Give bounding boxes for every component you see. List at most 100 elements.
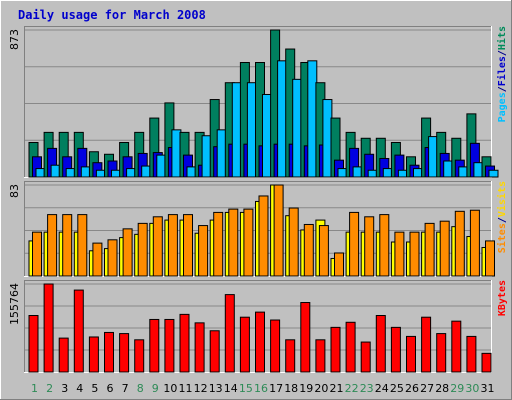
x-tick-label: 2 (46, 382, 53, 395)
bar-kbytes (360, 341, 371, 373)
bar-kbytes (390, 326, 401, 373)
bar-sites (77, 214, 88, 277)
x-tick-label: 31 (481, 382, 495, 395)
legend-entry: KBytes (497, 280, 508, 316)
bar-kbytes (466, 335, 477, 373)
bar-sites (122, 228, 133, 277)
bar-sites (47, 214, 58, 277)
bar-kbytes (149, 318, 160, 373)
bar-sites (379, 214, 390, 277)
bar-kbytes (58, 337, 69, 373)
x-tick-label: 22 (345, 382, 359, 395)
bar-kbytes (28, 315, 39, 373)
bar-kbytes (345, 321, 356, 373)
bar-sites (485, 240, 495, 277)
x-tick-label: 26 (405, 382, 419, 395)
x-tick-label: 25 (390, 382, 404, 395)
bar-sites (183, 214, 193, 277)
x-tick-label: 8 (137, 382, 144, 395)
bar-sites (243, 208, 254, 277)
x-tick-label: 24 (375, 382, 389, 395)
x-tick-label: 27 (420, 382, 434, 395)
bar-kbytes (209, 330, 220, 373)
bar-kbytes (481, 352, 492, 373)
bar-sites (424, 222, 435, 277)
bar-kbytes (406, 335, 416, 373)
bar-kbytes (436, 333, 447, 373)
legend-entry: Hits (496, 26, 508, 50)
x-tick-label: 10 (163, 382, 177, 395)
bar-kbytes (300, 302, 311, 373)
bar-sites (213, 211, 224, 277)
bar-kbytes (104, 331, 114, 373)
bar-kbytes (451, 320, 462, 373)
bar-sites (349, 211, 360, 277)
legend-entry: Files (496, 56, 508, 86)
x-tick-label: 3 (61, 382, 68, 395)
bar-sites (107, 239, 118, 277)
x-tick-label: 11 (179, 382, 193, 395)
bar-sites (394, 231, 405, 277)
legend-entry: Visits (496, 181, 508, 217)
bar-kbytes (134, 339, 145, 373)
x-tick-label: 17 (269, 382, 283, 395)
bar-kbytes (179, 313, 190, 373)
legend-entry: Sites (496, 223, 508, 253)
bar-pages (488, 169, 499, 178)
x-tick-label: 14 (224, 382, 238, 395)
panel-2: 83 Sites/Visits (8, 181, 508, 277)
bar-kbytes (88, 336, 99, 373)
legend: Pages/Files/Hits (496, 26, 508, 122)
bar-sites (364, 216, 375, 277)
x-tick-label: 16 (254, 382, 268, 395)
bar-sites (258, 195, 269, 277)
bar-sites (137, 222, 148, 277)
bar-sites (303, 223, 314, 277)
bar-sites (454, 210, 465, 277)
bar-sites (92, 242, 103, 277)
x-tick-label: 20 (314, 382, 328, 395)
x-tick-label: 28 (435, 382, 449, 395)
bar-sites (167, 214, 178, 277)
bar-kbytes (255, 311, 265, 373)
bar-sites (469, 209, 480, 277)
x-tick-label: 7 (122, 382, 129, 395)
bar-sites (62, 214, 73, 277)
bar-sites (273, 184, 284, 277)
bar-sites (318, 225, 329, 277)
x-tick-label: 21 (330, 382, 344, 395)
legend-entry: / (497, 50, 508, 56)
bar-kbytes (194, 322, 205, 373)
bar-sites (152, 216, 163, 277)
bar-kbytes (239, 316, 250, 373)
x-tick-label: 6 (107, 382, 114, 395)
x-tick-label: 5 (91, 382, 98, 395)
x-tick-label: 4 (76, 382, 83, 395)
x-tick-label: 23 (360, 382, 374, 395)
x-tick-label: 19 (299, 382, 313, 395)
x-tick-label: 30 (465, 382, 479, 395)
bar-sites (228, 208, 239, 277)
x-tick-label: 12 (194, 382, 208, 395)
bar-sites (198, 225, 209, 277)
bar-kbytes (270, 319, 281, 373)
bar-kbytes (119, 333, 130, 373)
bar-kbytes (330, 326, 341, 373)
chart-title: Daily usage for March 2008 (18, 8, 206, 22)
panel-3: 155764 KBytes (8, 280, 508, 373)
x-tick-label: 29 (450, 382, 464, 395)
bar-kbytes (43, 283, 54, 373)
bar-kbytes (73, 289, 84, 373)
bar-kbytes (164, 318, 175, 373)
x-tick-label: 15 (239, 382, 253, 395)
legend-entry: / (497, 86, 508, 92)
bar-sites (32, 231, 42, 277)
x-tick-label: 18 (284, 382, 298, 395)
bar-sites (334, 252, 344, 277)
x-tick-label: 9 (152, 382, 159, 395)
legend: KBytes (497, 280, 508, 316)
